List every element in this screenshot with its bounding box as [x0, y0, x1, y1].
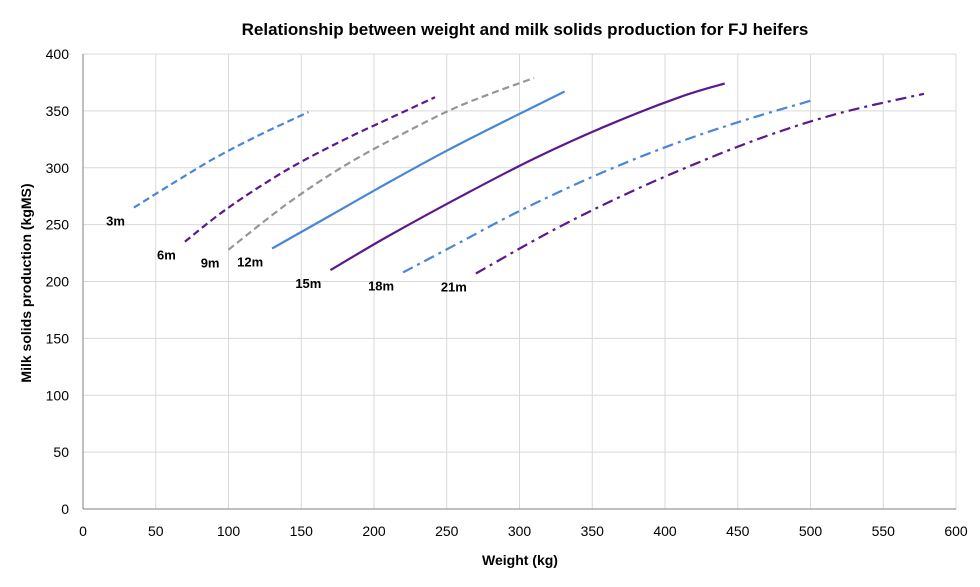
y-tick-label-200: 200 [46, 274, 70, 290]
x-tick-label-550: 550 [872, 523, 896, 539]
series-labels: 3m 6m 9m 12m 15m 18m 21m [106, 214, 467, 295]
series-group [133, 76, 925, 275]
series-line-3m [133, 111, 309, 209]
series-label-15m: 15m [295, 276, 321, 291]
y-tick-label-400: 400 [46, 46, 70, 62]
x-tick-label-200: 200 [362, 523, 386, 539]
x-tick-label-300: 300 [508, 523, 532, 539]
y-tick-label-150: 150 [46, 330, 70, 346]
x-tick-label-450: 450 [726, 523, 750, 539]
series-line-18m [402, 98, 816, 274]
series-line-15m [329, 82, 726, 272]
series-line-9m [227, 76, 535, 251]
y-tick-label-100: 100 [46, 387, 70, 403]
x-tick-label-350: 350 [581, 523, 605, 539]
series-line-21m [475, 92, 925, 275]
x-tick-label-0: 0 [79, 523, 87, 539]
series-label-21m: 21m [441, 280, 467, 295]
x-tick-label-150: 150 [290, 523, 314, 539]
y-tick-label-250: 250 [46, 217, 70, 233]
series-label-3m: 3m [106, 214, 125, 229]
x-tick-label-500: 500 [799, 523, 823, 539]
y-tick-label-300: 300 [46, 160, 70, 176]
tick-labels: 0 50 100 150 200 250 300 350 400 0 50 100 150 200 250 3… [46, 46, 968, 539]
y-tick-label-0: 0 [61, 501, 69, 517]
x-tick-label-50: 50 [148, 523, 164, 539]
series-label-9m: 9m [201, 256, 220, 271]
series-label-12m: 12m [237, 255, 263, 270]
y-axis-label: Milk solids production (kgMS) [18, 183, 34, 382]
x-tick-label-250: 250 [435, 523, 459, 539]
y-tick-label-50: 50 [53, 444, 69, 460]
gridlines [83, 53, 957, 509]
x-tick-label-600: 600 [944, 523, 968, 539]
series-line-12m [271, 90, 566, 250]
series-line-6m [184, 96, 436, 243]
axes [82, 54, 956, 510]
series-label-18m: 18m [368, 278, 394, 293]
series-label-6m: 6m [157, 248, 176, 263]
y-tick-label-350: 350 [46, 103, 70, 119]
x-tick-label-400: 400 [653, 523, 677, 539]
x-axis-label: Weight (kg) [482, 552, 558, 568]
chart-title: Relationship between weight and milk sol… [242, 20, 809, 39]
x-tick-label-100: 100 [217, 523, 241, 539]
